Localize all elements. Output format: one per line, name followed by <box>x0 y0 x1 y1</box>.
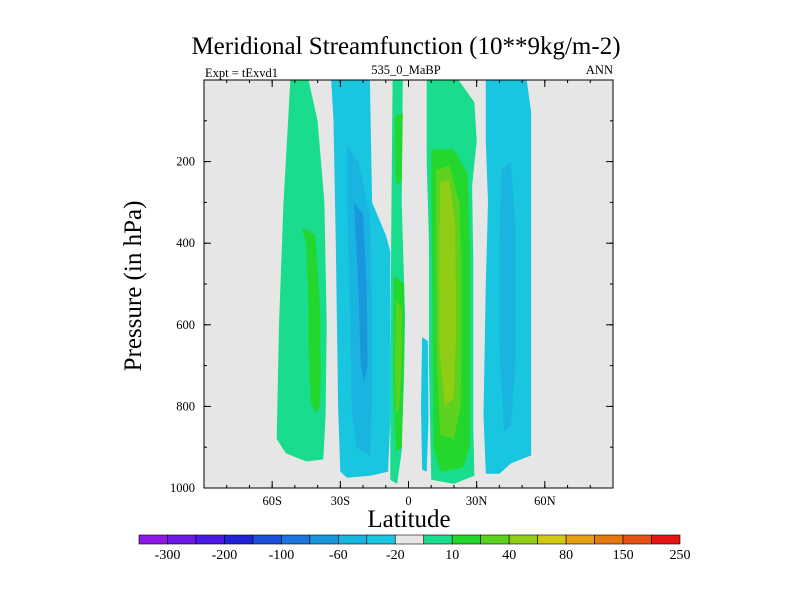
expt-label: Expt = tExvd1 <box>205 66 278 80</box>
colorbar-label: -200 <box>212 548 238 563</box>
colorbar-box <box>224 534 254 545</box>
colorbar-box <box>651 534 681 545</box>
y-tick-label: 1000 <box>170 481 195 495</box>
colorbar-box <box>508 534 538 545</box>
y-tick-label: 400 <box>176 236 195 250</box>
x-axis-label: Latitude <box>367 506 450 533</box>
contour-equatorial-positive-core <box>394 300 402 415</box>
colorbar-box <box>394 534 425 545</box>
plot-background <box>204 80 613 488</box>
contour-equatorial-positive-upper <box>394 112 403 184</box>
colorbar-box <box>195 534 225 545</box>
chart-title: Meridional Streamfunction (10**9kg/m-2) <box>191 33 620 60</box>
season-label: ANN <box>586 63 613 77</box>
x-tick-label: 30S <box>331 494 351 508</box>
contour-southern-negative-inner <box>354 202 368 382</box>
y-axis-label: Pressure (in hPa) <box>120 201 147 372</box>
y-tick-label: 800 <box>176 399 195 413</box>
x-tick-label: 0 <box>405 494 411 508</box>
colorbar-label: 150 <box>613 548 634 563</box>
colorbar-box <box>565 534 595 545</box>
x-tick-label: 30N <box>466 494 488 508</box>
colorbar-box <box>309 534 339 545</box>
colorbar-label: 40 <box>502 548 516 563</box>
colorbar-box <box>138 534 168 545</box>
plot-area: 60S 30S 0 30N 60N 200 400 600 800 1000 <box>170 79 614 508</box>
colorbar-label: -60 <box>329 548 348 563</box>
colorbar-box <box>167 534 197 545</box>
y-tick-label: 200 <box>176 155 195 169</box>
contour-equatorial-negative-sliver <box>421 337 429 472</box>
colorbar-box <box>594 534 624 545</box>
y-tick-label: 600 <box>176 318 195 332</box>
colorbar-label: -100 <box>269 548 295 563</box>
x-tick-label: 60S <box>262 494 282 508</box>
colorbar-box <box>366 534 396 545</box>
colorbar-label: -20 <box>386 548 405 563</box>
colorbar-box <box>281 534 311 545</box>
x-tick-label: 60N <box>534 494 556 508</box>
colorbar-box <box>622 534 652 545</box>
colorbar-box <box>252 534 282 545</box>
contour-fields <box>276 80 532 484</box>
colorbar-box <box>537 534 567 545</box>
colorbar-label: 250 <box>670 548 691 563</box>
colorbar: -300 -200 -100 -60 -20 10 40 80 150 250 <box>138 534 691 563</box>
contour-northern-negative-core <box>499 161 516 431</box>
colorbar-box <box>423 534 453 545</box>
colorbar-label: -300 <box>155 548 181 563</box>
colorbar-box <box>338 534 368 545</box>
experiment-period-label: 535_0_MaBP <box>371 63 441 77</box>
contour-northern-positive-core <box>439 180 457 407</box>
colorbar-box <box>451 534 481 545</box>
colorbar-label: 80 <box>559 548 573 563</box>
colorbar-box <box>480 534 510 545</box>
colorbar-label: 10 <box>445 548 459 563</box>
contour-southern-outer-core <box>301 226 321 413</box>
